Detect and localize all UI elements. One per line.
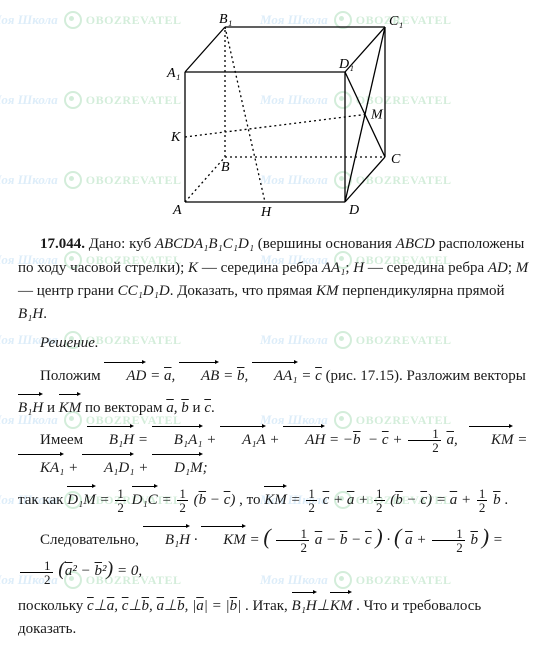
svg-text:H: H — [260, 205, 272, 217]
page-content: B₁ C₁ A₁ D₁ K B C M A H D 17.044. Дано: куб ABCDA₁… — [18, 12, 532, 641]
eq-final: поскольку c⊥a, c⊥b, a⊥b, |a| = |b| . Ита… — [18, 592, 532, 642]
svg-text:A₁: A₁ — [166, 66, 180, 81]
svg-text:A: A — [172, 203, 182, 217]
svg-text:D: D — [348, 203, 359, 217]
problem-number: 17.044. — [40, 236, 85, 252]
cube-figure: B₁ C₁ A₁ D₁ K B C M A H D — [18, 12, 532, 225]
svg-text:K: K — [170, 130, 181, 145]
eq-b1h-km: Имеем B₁H = B₁A₁ + A₁A + AH = −b − c + 1… — [18, 426, 532, 480]
problem-statement: 17.044. Дано: куб ABCDA₁B₁C₁D₁ (вершины … — [18, 233, 532, 326]
svg-text:D₁: D₁ — [338, 57, 354, 72]
eq-define: Положим AD = a, AB = b, AA₁ = c (рис. 17… — [18, 362, 532, 388]
svg-text:C₁: C₁ — [389, 14, 403, 29]
cube-diagram: B₁ C₁ A₁ D₁ K B C M A H D — [145, 12, 405, 217]
svg-text:B₁: B₁ — [219, 12, 232, 27]
svg-text:C: C — [391, 152, 401, 167]
svg-text:M: M — [370, 108, 384, 123]
solution-heading: Решение. — [18, 332, 532, 355]
eq-d1m: так как D₁M = 12 D₁C = 12 (b − c) , то K… — [18, 486, 532, 514]
eq-dotprod: Следовательно, B₁H · KM = ( 12 a − b − c… — [18, 520, 532, 585]
eq-decompose: B₁H и KM по векторам a, b и c. — [18, 394, 532, 420]
svg-text:B: B — [221, 160, 230, 175]
